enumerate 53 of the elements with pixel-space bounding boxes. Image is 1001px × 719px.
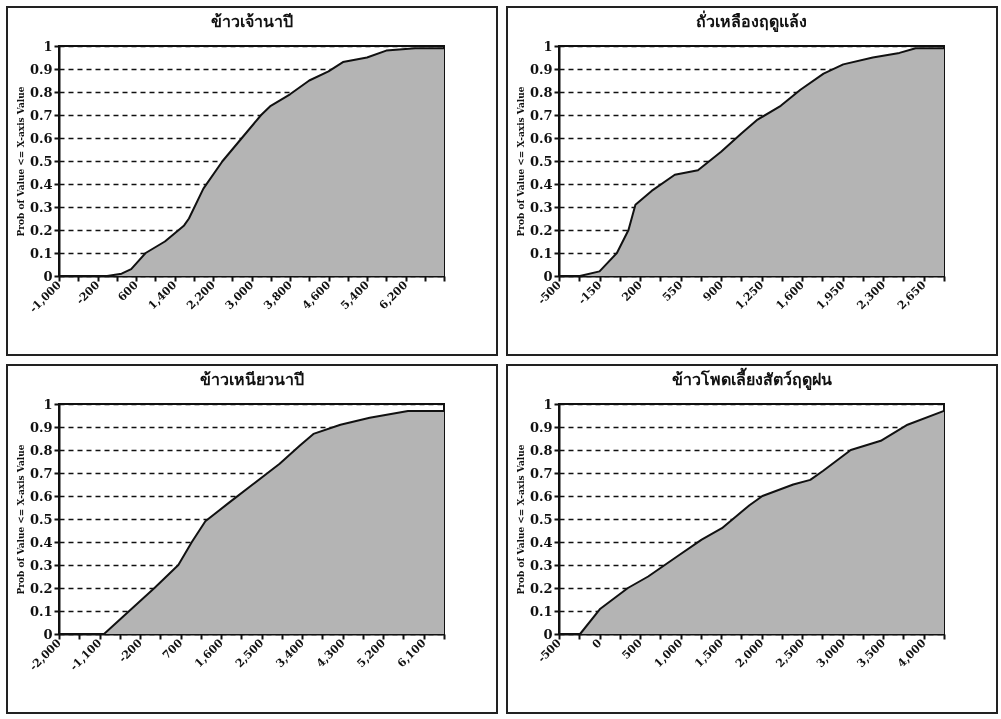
y-tick-label: 1 xyxy=(43,38,53,54)
y-tick-label: 0.2 xyxy=(529,580,553,596)
y-tick-label: 0.1 xyxy=(529,245,553,261)
chart-title: ถั่วเหลืองฤดูแล้ง xyxy=(696,10,807,33)
y-tick-label: 0.7 xyxy=(529,465,553,481)
y-tick-label: 0.2 xyxy=(529,222,553,238)
y-tick-label: 0.2 xyxy=(29,222,53,238)
y-axis-title: Prob of Value <= X-axis Value xyxy=(515,86,526,237)
y-tick-label: 0.9 xyxy=(529,61,553,77)
y-tick-label: 0.6 xyxy=(529,130,553,146)
y-tick-label: 1 xyxy=(43,396,53,412)
y-tick-label: 0.7 xyxy=(29,465,53,481)
x-tick-label: 0 xyxy=(589,636,605,652)
y-tick-label: 0.2 xyxy=(29,580,53,596)
y-tick-label: 0 xyxy=(43,626,53,642)
y-tick-label: 0 xyxy=(543,268,553,284)
y-tick-label: 0.3 xyxy=(29,557,53,573)
y-tick-label: 0.6 xyxy=(529,488,553,504)
y-tick-label: 1 xyxy=(543,396,553,412)
chart-title: ข้าวเจ้านาปี xyxy=(210,12,293,30)
y-tick-label: 0.9 xyxy=(529,419,553,435)
y-tick-label: 0.4 xyxy=(529,534,553,550)
y-tick-label: 0.8 xyxy=(29,442,53,458)
y-tick-label: 0.8 xyxy=(529,442,553,458)
y-tick-label: 0.6 xyxy=(29,130,53,146)
y-tick-label: 0.5 xyxy=(529,511,553,527)
y-axis-title: Prob of Value <= X-axis Value xyxy=(15,444,26,595)
y-tick-label: 0.3 xyxy=(529,557,553,573)
y-tick-label: 0.4 xyxy=(529,176,553,192)
y-tick-label: 0 xyxy=(543,626,553,642)
y-tick-label: 0.4 xyxy=(29,534,53,550)
y-tick-label: 0.7 xyxy=(29,107,53,123)
y-tick-label: 0.1 xyxy=(29,603,53,619)
y-tick-label: 0.3 xyxy=(29,199,53,215)
y-tick-label: 0.7 xyxy=(529,107,553,123)
y-tick-label: 0.8 xyxy=(29,84,53,100)
y-tick-label: 1 xyxy=(543,38,553,54)
chart-title: ข้าวโพดเลี้ยงสัตว์ฤดูฝน xyxy=(671,367,832,391)
y-tick-label: 0.6 xyxy=(29,488,53,504)
y-tick-label: 0.1 xyxy=(29,245,53,261)
y-tick-label: 0.9 xyxy=(29,419,53,435)
y-tick-label: 0 xyxy=(43,268,53,284)
y-tick-label: 0.3 xyxy=(529,199,553,215)
y-tick-label: 0.1 xyxy=(529,603,553,619)
y-tick-label: 0.8 xyxy=(529,84,553,100)
y-tick-label: 0.5 xyxy=(29,153,53,169)
y-tick-label: 0.5 xyxy=(29,511,53,527)
y-axis-title: Prob of Value <= X-axis Value xyxy=(515,444,526,595)
y-axis-title: Prob of Value <= X-axis Value xyxy=(15,86,26,237)
y-tick-label: 0.5 xyxy=(529,153,553,169)
chart-title: ข้าวเหนียวนาปี xyxy=(199,370,304,388)
y-tick-label: 0.4 xyxy=(29,176,53,192)
y-tick-label: 0.9 xyxy=(29,61,53,77)
